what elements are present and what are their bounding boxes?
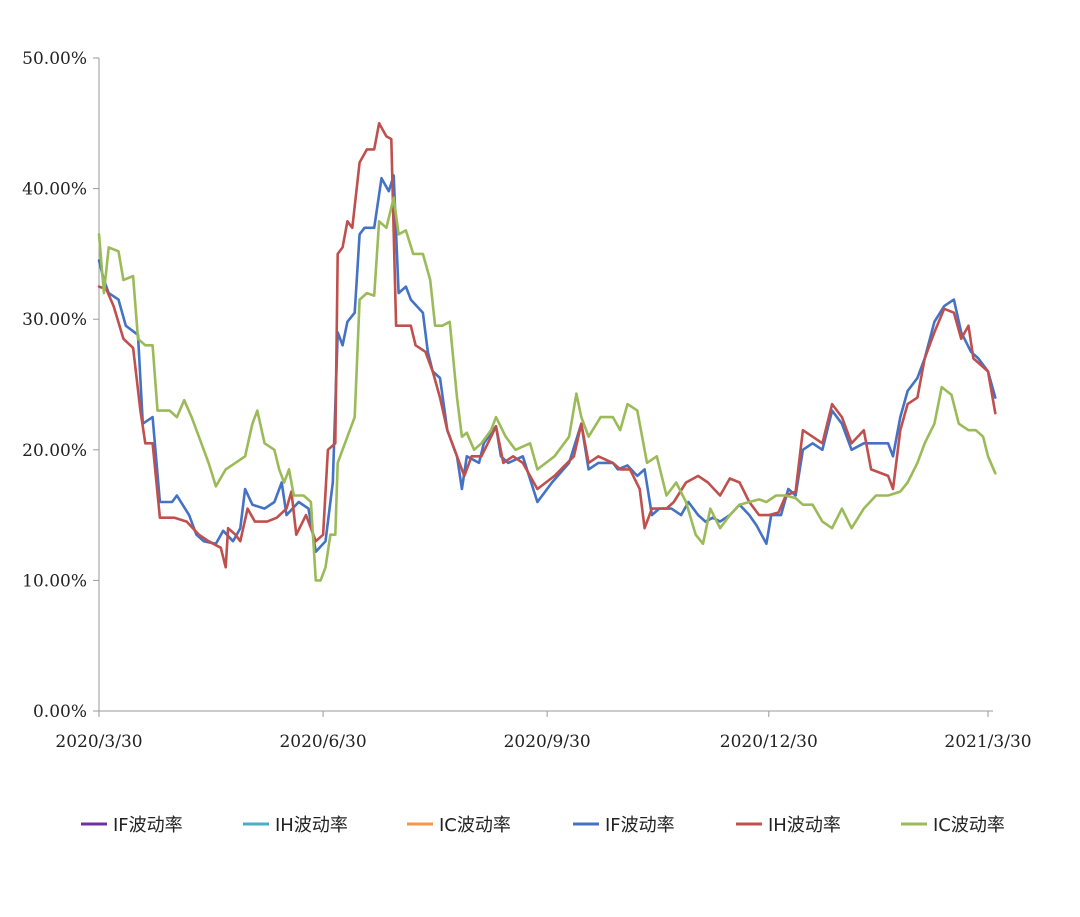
y-tick-label: 0.00%	[33, 702, 87, 722]
x-tick-label: 2021/3/30	[944, 732, 1031, 752]
legend-label: IC波动率	[439, 815, 511, 836]
y-tick-label: 50.00%	[22, 49, 87, 69]
legend-item: IC波动率	[407, 815, 511, 836]
legend-label: IH波动率	[275, 815, 348, 836]
legend-item: IF波动率	[81, 815, 183, 836]
y-tick-label: 10.00%	[22, 571, 87, 591]
legend: IF波动率 IH波动率 IC波动率 IF波动率 IH波动率 IC波动率	[81, 815, 1005, 836]
x-tick-label: 2020/12/30	[720, 732, 818, 752]
plot-series	[97, 122, 997, 582]
y-tick-label: 20.00%	[22, 441, 87, 461]
y-tick-label: 30.00%	[22, 310, 87, 330]
if-volatility-line	[97, 174, 997, 553]
x-tick-label: 2020/6/30	[279, 732, 366, 752]
legend-item: IF波动率	[573, 815, 675, 836]
legend-label: IC波动率	[933, 815, 1005, 836]
x-tick-label: 2020/3/30	[55, 732, 142, 752]
y-axis: 0.00% 10.00% 20.00% 30.00% 40.00% 50.00%	[22, 49, 100, 722]
legend-item: IC波动率	[901, 815, 1005, 836]
legend-label: IH波动率	[768, 815, 841, 836]
legend-item: IH波动率	[736, 815, 841, 836]
x-tick-label: 2020/9/30	[504, 732, 591, 752]
legend-label: IF波动率	[605, 815, 675, 836]
legend-label: IF波动率	[113, 815, 183, 836]
x-axis: 2020/3/30 2020/6/30 2020/9/30 2020/12/30 202…	[55, 710, 1032, 752]
ic-volatility-line	[97, 196, 997, 582]
ih-volatility-line	[97, 122, 997, 569]
legend-item: IH波动率	[243, 815, 348, 836]
y-tick-label: 40.00%	[22, 180, 87, 200]
